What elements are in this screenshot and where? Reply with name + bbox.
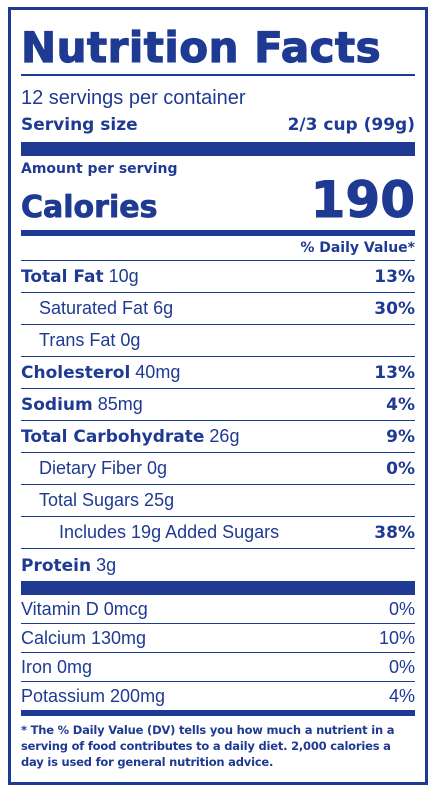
amount-per-serving: Amount per serving [21,161,178,177]
nutrient-name: Protein [21,555,92,576]
vitamin-dv: 0% [388,656,415,677]
nutrient-name: Saturated Fat 6g [39,298,174,318]
nutrition-label: Nutrition Facts 12 servings per containe… [8,7,428,785]
serving-size-label: Serving size [21,115,138,135]
nutrient-dv: 30% [374,298,415,319]
nutrient-name: Total Fat [21,267,104,287]
serving-size-value: 2/3 cup (99g) [287,115,415,135]
vitamin-row-iron: Iron 0mg 0% [21,653,415,682]
nutrient-row-protein: Protein 3g [21,549,415,581]
nutrient-name: Includes 19g Added Sugars [59,522,280,542]
vitamin-name: Iron 0mg [21,656,93,677]
nutrient-name: Cholesterol [21,363,131,383]
vitamin-dv: 4% [388,685,415,706]
nutrient-row-total-sugars: Total Sugars 25g [21,485,415,517]
nutrient-dv: 38% [374,522,415,543]
calories-row: Calories 190 [21,174,416,227]
nutrient-name: Sodium [21,395,93,415]
serving-size-row: Serving size 2/3 cup (99g) [21,114,415,142]
nutrient-amount: 26g [209,426,240,446]
nutrient-amount: 85mg [97,394,143,414]
nutrient-row-cholesterol: Cholesterol 40mg 13% [21,357,415,389]
thick-divider [21,142,415,156]
vitamin-row-potassium: Potassium 200mg 4% [21,682,415,716]
nutrient-name: Dietary Fiber 0g [39,458,168,478]
divider [21,74,415,76]
calories-label: Calories [21,190,158,226]
nutrient-amount: 3g [96,554,117,575]
vitamin-name: Vitamin D 0mcg [21,598,148,619]
nutrient-row-total-fat: Total Fat 10g 13% [21,261,415,293]
nutrient-dv: 0% [386,458,415,479]
vitamin-dv: 10% [378,627,415,648]
nutrient-row-dietary-fiber: Dietary Fiber 0g 0% [21,453,415,485]
medium-divider [21,230,415,236]
nutrient-row-saturated-fat: Saturated Fat 6g 30% [21,293,415,325]
vitamin-row-calcium: Calcium 130mg 10% [21,624,415,653]
nutrient-dv: 13% [374,266,415,287]
nutrient-row-trans-fat: Trans Fat 0g [21,325,415,357]
label-title: Nutrition Facts [20,22,382,72]
nutrient-dv: 4% [386,394,415,415]
vitamin-name: Potassium 200mg [21,685,166,706]
nutrient-row-total-carbohydrate: Total Carbohydrate 26g 9% [21,421,415,453]
calories-value: 190 [310,171,415,229]
nutrient-name: Total Sugars 25g [39,490,175,510]
nutrient-dv: 9% [386,426,415,447]
nutrient-amount: 40mg [135,362,181,382]
nutrient-name: Trans Fat 0g [39,330,141,350]
servings-per-container: 12 servings per container [21,87,246,109]
vitamin-name: Calcium 130mg [21,627,147,648]
nutrient-row-sodium: Sodium 85mg 4% [21,389,415,421]
nutrient-name: Total Carbohydrate [21,427,205,447]
daily-value-header: % Daily Value* [21,236,415,261]
thick-divider [21,581,415,595]
vitamin-row-vitamin-d: Vitamin D 0mcg 0% [21,595,415,624]
vitamin-dv: 0% [388,598,415,619]
nutrient-dv: 13% [374,362,415,383]
footnote: * The % Daily Value (DV) tells you how m… [21,723,395,769]
nutrient-row-added-sugars: Includes 19g Added Sugars 38% [21,517,415,549]
nutrient-amount: 10g [108,266,139,286]
